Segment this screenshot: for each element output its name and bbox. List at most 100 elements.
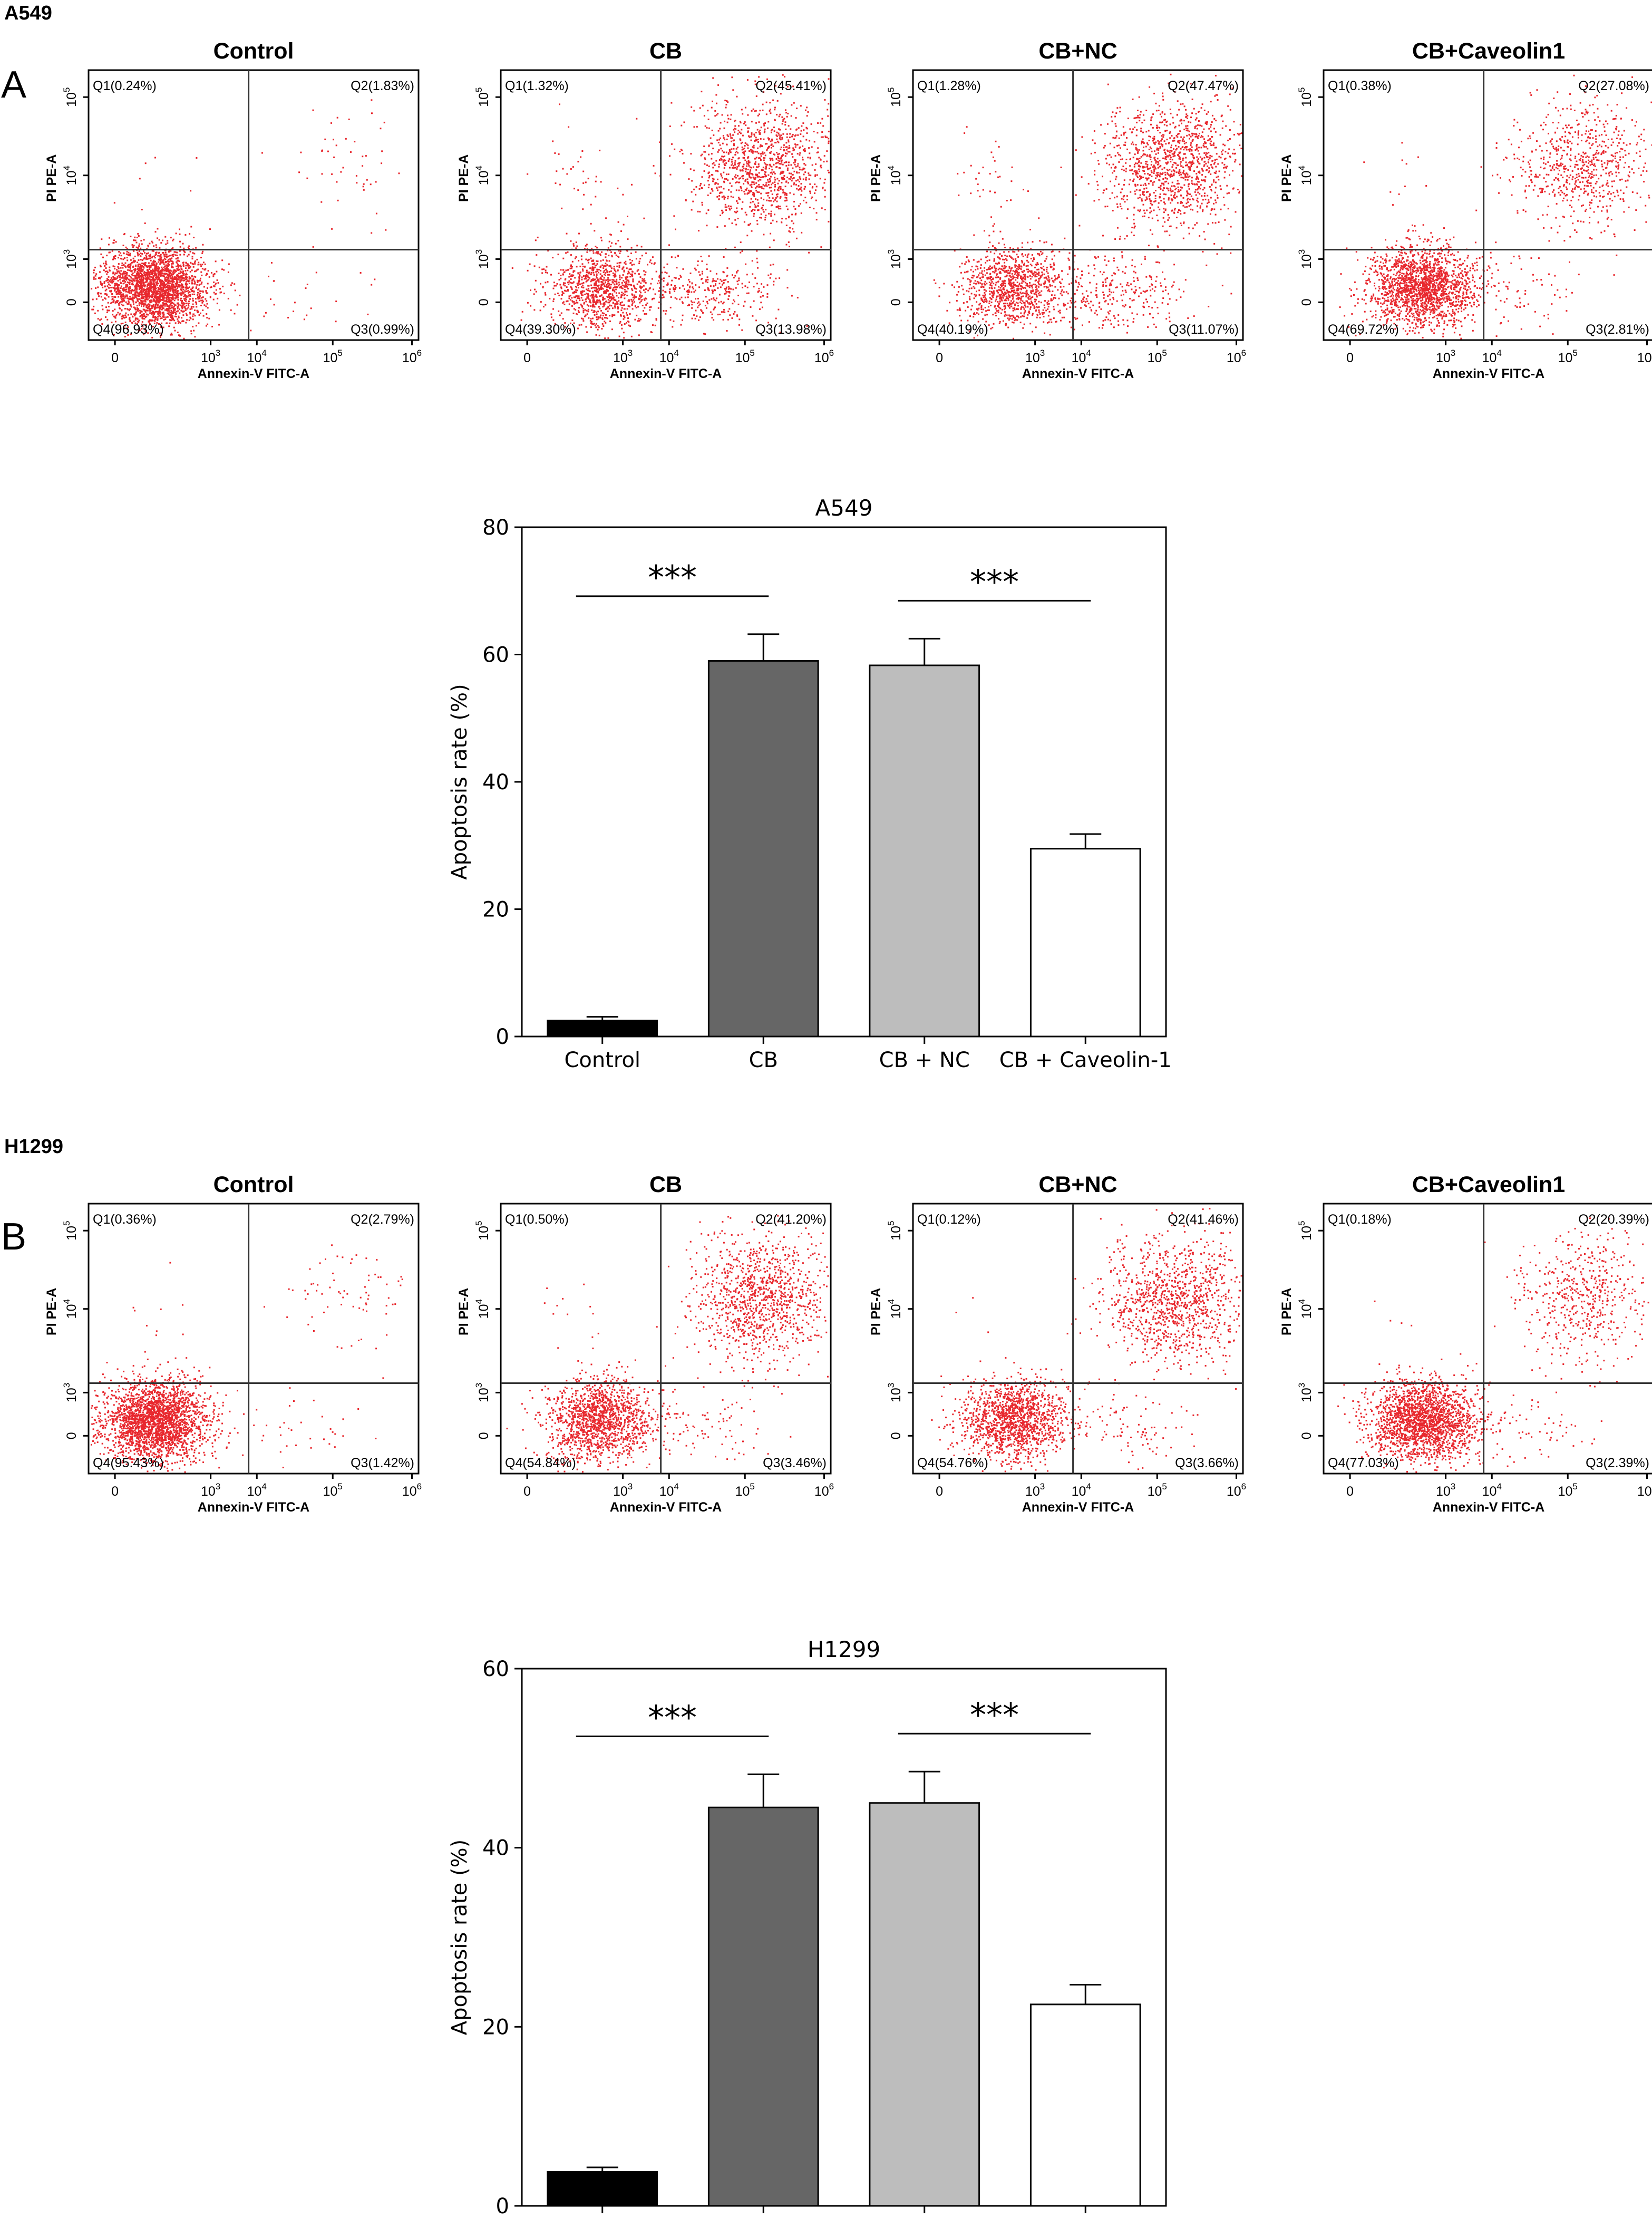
event-dot: [143, 267, 145, 269]
event-dot: [182, 243, 184, 245]
event-dot: [143, 289, 145, 291]
event-dot: [743, 168, 745, 170]
event-dot: [793, 159, 795, 161]
event-dot: [149, 319, 151, 322]
event-dot: [623, 286, 625, 288]
event-dot: [585, 275, 587, 276]
event-dot: [773, 280, 775, 283]
event-dot: [172, 297, 174, 299]
event-dot: [603, 313, 605, 315]
event-dot: [618, 266, 620, 268]
event-dot: [774, 186, 776, 188]
event-dot: [711, 129, 713, 131]
event-dot: [736, 181, 738, 183]
event-dot: [811, 196, 813, 198]
event-dot: [171, 306, 173, 308]
event-dot: [168, 281, 170, 283]
event-dot: [109, 281, 111, 283]
event-dot: [585, 326, 587, 328]
event-dot: [759, 186, 761, 188]
event-dot: [586, 244, 588, 246]
event-dot: [802, 178, 804, 180]
event-dot: [143, 309, 145, 311]
event-dot: [579, 283, 581, 285]
event-dot: [182, 293, 184, 295]
event-dot: [163, 269, 166, 272]
event-dot: [760, 153, 762, 155]
event-dot: [184, 276, 187, 278]
event-dot: [755, 182, 757, 184]
event-dot: [799, 167, 801, 169]
event-dot: [820, 167, 822, 169]
event-dot: [617, 303, 619, 305]
event-dot: [158, 301, 160, 303]
event-dot: [160, 254, 162, 256]
event-dot: [196, 279, 198, 282]
event-dot: [600, 276, 602, 278]
x-tick-label: 103: [201, 348, 220, 365]
event-dot: [176, 262, 178, 264]
event-dot: [166, 276, 168, 278]
event-dot: [610, 251, 612, 253]
event-dot: [592, 312, 594, 313]
event-dot: [801, 190, 803, 192]
event-dot: [743, 148, 745, 150]
event-dot: [645, 313, 647, 315]
event-dot: [181, 300, 183, 302]
event-dot: [599, 273, 601, 275]
event-dot: [731, 164, 733, 166]
event-dot: [375, 212, 377, 215]
event-dot: [145, 306, 148, 308]
event-dot: [752, 108, 754, 110]
event-dot: [606, 264, 608, 266]
event-dot: [111, 322, 113, 324]
event-dot: [564, 289, 566, 292]
event-dot: [824, 99, 826, 101]
event-dot: [824, 135, 827, 138]
event-dot: [718, 163, 720, 166]
event-dot: [163, 300, 165, 302]
event-dot: [101, 238, 103, 240]
event-dot: [170, 316, 172, 318]
event-dot: [124, 297, 126, 299]
event-dot: [783, 118, 785, 120]
event-dot: [609, 304, 611, 306]
event-dot: [589, 249, 591, 251]
event-dot: [744, 193, 746, 195]
event-dot: [111, 298, 113, 301]
event-dot: [115, 283, 117, 285]
event-dot: [273, 304, 275, 306]
event-dot: [728, 150, 731, 152]
event-dot: [127, 254, 129, 256]
event-dot: [148, 295, 150, 297]
event-dot: [158, 323, 160, 325]
event-dot: [158, 287, 160, 289]
event-dot: [101, 305, 103, 307]
event-dot: [120, 255, 122, 257]
event-dot: [119, 307, 121, 309]
event-dot: [754, 277, 756, 279]
event-dot: [140, 290, 142, 292]
event-dot: [187, 255, 189, 257]
event-dot: [645, 297, 647, 299]
event-dot: [125, 279, 128, 281]
event-dot: [112, 276, 114, 277]
event-dot: [610, 296, 612, 298]
event-dot: [181, 283, 182, 285]
event-dot: [626, 281, 628, 283]
event-dot: [126, 250, 128, 253]
event-dot: [771, 158, 773, 160]
event-dot: [804, 109, 806, 111]
event-dot: [218, 324, 220, 326]
event-dot: [609, 284, 611, 286]
event-dot: [118, 290, 120, 293]
event-dot: [595, 326, 597, 328]
event-dot: [604, 285, 606, 287]
event-dot: [636, 270, 638, 272]
event-dot: [817, 147, 819, 149]
event-dot: [133, 271, 135, 273]
event-dot: [713, 134, 715, 136]
event-dot: [118, 275, 120, 277]
event-dot: [178, 321, 180, 323]
event-dot: [624, 288, 626, 290]
